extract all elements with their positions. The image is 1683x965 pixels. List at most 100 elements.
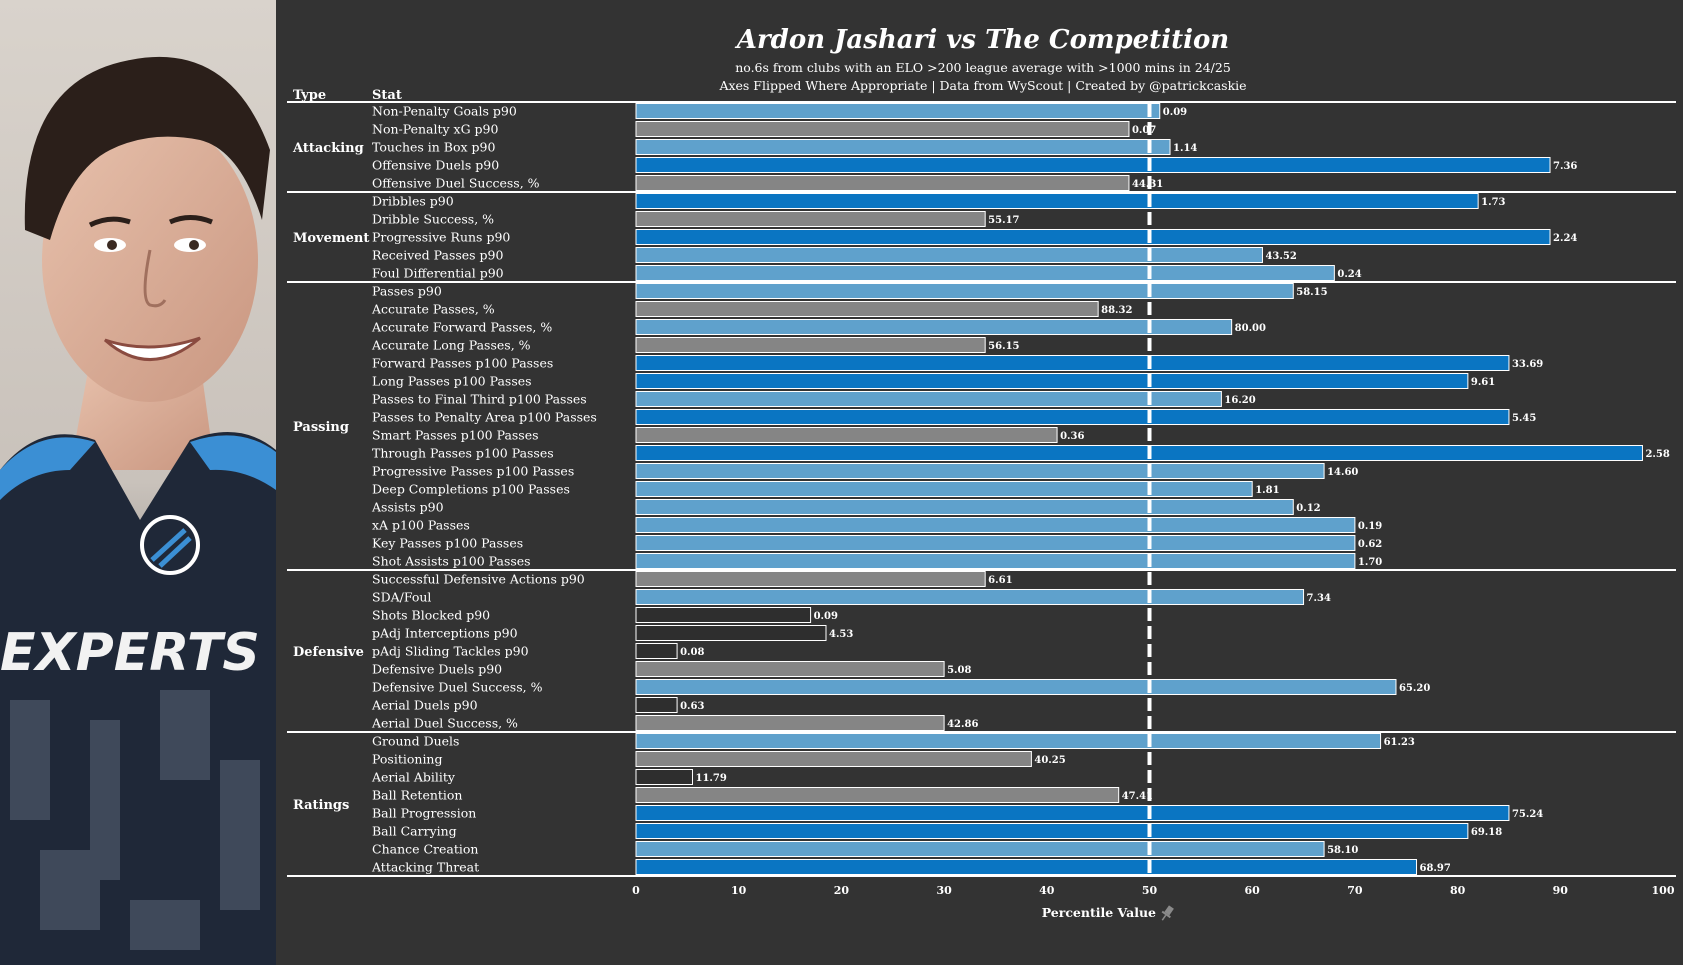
stat-bar [635, 841, 1325, 857]
stat-value-label: 7.36 [1553, 161, 1577, 172]
shirt-sponsor-text: EXPERTS [0, 623, 260, 683]
stat-value-label: 43.52 [1265, 251, 1296, 262]
stat-label: Non-Penalty xG p90 [372, 122, 499, 137]
stat-bar [635, 121, 1130, 137]
x-tick-label: 30 [936, 884, 952, 897]
x-tick-label: 60 [1245, 884, 1261, 897]
stat-label: SDA/Foul [372, 590, 431, 605]
plot-area: Non-Penalty Goals p90 0.09 Non-Penalty xG … [287, 101, 1676, 897]
stat-label: Forward Passes p100 Passes [372, 356, 553, 371]
stat-bar [635, 103, 1161, 119]
stat-label: Long Passes p100 Passes [372, 374, 532, 389]
stat-value-label: 0.62 [1358, 539, 1382, 550]
stat-value-label: 0.08 [680, 647, 704, 658]
stat-value-label: 68.97 [1420, 863, 1451, 874]
stat-value-label: 33.69 [1512, 359, 1543, 370]
stat-value-label: 5.08 [947, 665, 971, 676]
stat-label: Aerial Duel Success, % [371, 716, 518, 731]
stat-label: Progressive Runs p90 [372, 230, 510, 245]
stat-bar [635, 823, 1469, 839]
stat-bar [635, 355, 1510, 371]
stat-bar [635, 481, 1253, 497]
pin-icon [1161, 905, 1174, 921]
stat-label: Accurate Forward Passes, % [371, 320, 552, 335]
stat-label: Offensive Duel Success, % [372, 176, 540, 191]
stat-bar [635, 319, 1233, 335]
stat-bar [635, 625, 827, 641]
stat-label: Non-Penalty Goals p90 [372, 104, 517, 119]
stat-label: Successful Defensive Actions p90 [372, 572, 585, 587]
type-column-header: Type [293, 88, 326, 103]
stat-value-label: 1.70 [1358, 557, 1382, 568]
stat-label: Dribbles p90 [372, 194, 454, 209]
group-label: Passing [293, 420, 349, 435]
stat-bar [635, 229, 1551, 245]
stat-label: Through Passes p100 Passes [372, 446, 554, 461]
group-label: Defensive [293, 645, 364, 660]
stat-value-label: 9.61 [1471, 377, 1495, 388]
stat-value-label: 0.09 [1163, 107, 1187, 118]
stat-label: Smart Passes p100 Passes [372, 428, 539, 443]
stat-label: Defensive Duels p90 [372, 662, 502, 677]
stat-bar [635, 607, 812, 623]
stat-label: Attacking Threat [371, 860, 479, 875]
x-tick-label: 0 [632, 884, 640, 897]
stat-label: Received Passes p90 [372, 248, 504, 263]
stat-value-label: 42.86 [947, 719, 978, 730]
stat-bar [635, 463, 1325, 479]
stat-label: Defensive Duel Success, % [372, 680, 543, 695]
stat-bar [635, 157, 1551, 173]
stat-value-label: 5.45 [1512, 413, 1536, 424]
stat-value-label: 0.09 [814, 611, 838, 622]
stat-label: Ball Progression [372, 806, 476, 821]
x-tick-label: 90 [1553, 884, 1569, 897]
stat-value-label: 40.25 [1034, 755, 1065, 766]
stat-value-label: 88.32 [1101, 305, 1132, 316]
stat-bar [635, 139, 1171, 155]
stat-value-label: 0.12 [1296, 503, 1320, 514]
stat-label: Offensive Duels p90 [372, 158, 499, 173]
stat-bar [635, 499, 1294, 515]
stat-value-label: 0.07 [1132, 125, 1156, 136]
stat-bar [635, 409, 1510, 425]
stat-value-label: 65.20 [1399, 683, 1430, 694]
stat-label: Assists p90 [371, 500, 444, 515]
stat-value-label: 1.81 [1255, 485, 1279, 496]
x-tick-label: 100 [1652, 884, 1675, 897]
group-label: Attacking [292, 141, 364, 156]
stat-label: Ball Retention [372, 788, 463, 803]
stat-label: Dribble Success, % [372, 212, 494, 227]
stat-bar [635, 175, 1130, 191]
stat-bar [635, 373, 1469, 389]
stat-value-label: 47.41 [1122, 791, 1153, 802]
stat-bar [635, 391, 1222, 407]
stat-bar [635, 553, 1356, 569]
stat-column-header: Stat [372, 88, 402, 103]
stat-label: Passes to Final Third p100 Passes [372, 392, 587, 407]
stat-bar [635, 733, 1382, 749]
stat-value-label: 0.19 [1358, 521, 1382, 532]
stat-value-label: 80.00 [1235, 323, 1266, 334]
stat-bar [635, 211, 986, 227]
x-tick-label: 20 [834, 884, 850, 897]
stat-value-label: 75.24 [1512, 809, 1543, 820]
stat-bar [635, 589, 1305, 605]
stat-value-label: 1.14 [1173, 143, 1197, 154]
stat-value-label: 56.15 [988, 341, 1019, 352]
chart-subtitle-line-2: Axes Flipped Where Appropriate | Data fr… [718, 78, 1246, 93]
stat-label: Deep Completions p100 Passes [372, 482, 570, 497]
stat-value-label: 11.79 [695, 773, 726, 784]
stat-label: Passes p90 [372, 284, 442, 299]
stat-label: Aerial Duels p90 [371, 698, 478, 713]
stat-value-label: 0.24 [1337, 269, 1361, 280]
stat-bar [635, 859, 1418, 875]
chart-subtitle-line-1: no.6s from clubs with an ELO >200 league… [735, 60, 1231, 75]
stat-label: Touches in Box p90 [372, 140, 495, 155]
stat-bar [635, 517, 1356, 533]
stat-bar [635, 697, 678, 713]
stat-bar [635, 787, 1120, 803]
player-photo: EXPERTS [0, 0, 276, 965]
stat-value-label: 7.34 [1307, 593, 1331, 604]
stat-label: xA p100 Passes [372, 518, 470, 533]
stat-label: Shots Blocked p90 [372, 608, 490, 623]
